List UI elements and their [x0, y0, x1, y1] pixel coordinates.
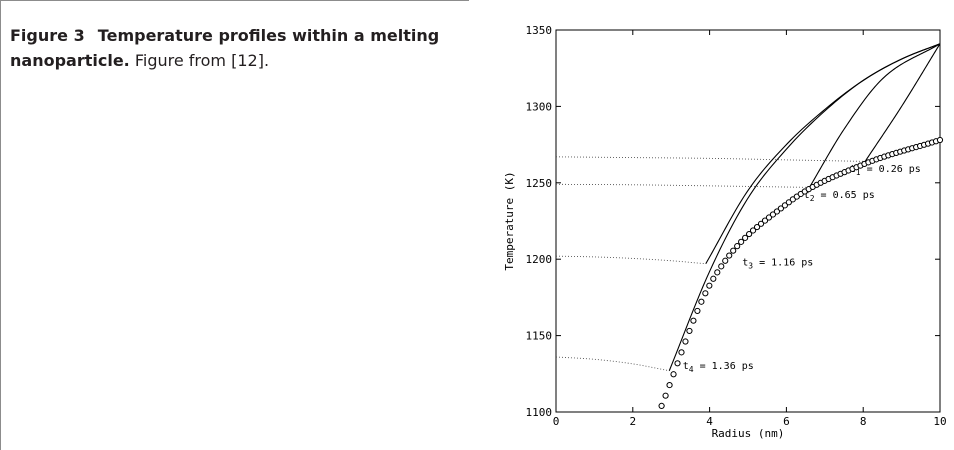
- interface-temperature-point: [698, 298, 705, 305]
- x-tick-label: 4: [706, 415, 713, 428]
- time-label-t2: t2 = 0.65 ps: [804, 190, 875, 203]
- x-tick-label: 0: [553, 415, 560, 428]
- interface-temperature-point: [682, 338, 689, 345]
- figure-title: Temperature profiles within a melting na…: [10, 26, 440, 70]
- interface-temperature-point: [678, 349, 685, 356]
- interface-temperature-point: [722, 257, 729, 264]
- y-tick-label: 1200: [526, 253, 553, 266]
- interface-temperature-point: [690, 317, 697, 324]
- interface-temperature-point: [726, 252, 733, 259]
- interface-temperature-point: [734, 243, 741, 250]
- interface-temperature-point: [936, 136, 944, 144]
- y-axis-label: Temperature (K): [503, 171, 516, 270]
- interface-temperature-point: [761, 217, 769, 224]
- liquid-temperature-line-t3: [555, 255, 706, 265]
- time-label-t3: t3 = 1.16 ps: [742, 257, 813, 270]
- interface-temperature-point: [666, 381, 673, 389]
- interface-temperature-point: [730, 247, 737, 254]
- liquid-temperature-line-t1: [555, 156, 866, 162]
- plot-frame: [555, 29, 941, 413]
- interface-temperature-point: [746, 230, 753, 238]
- interface-temperature-point: [686, 327, 693, 335]
- interface-temperature-point: [714, 269, 721, 276]
- interface-temperature-point: [662, 392, 669, 399]
- interface-temperature-point: [765, 214, 773, 221]
- interface-temperature-point: [710, 275, 717, 282]
- y-tick-label: 1250: [526, 177, 553, 190]
- liquid-temperature-line-t2: [555, 183, 810, 188]
- interface-temperature-point: [769, 211, 777, 218]
- interface-temperature-point: [718, 263, 725, 270]
- y-tick-label: 1300: [526, 100, 553, 113]
- solid-temperature-line-t3: [705, 43, 941, 265]
- interface-temperature-point: [742, 234, 749, 241]
- interface-temperature-point: [694, 307, 701, 315]
- figure-caption: Figure 3 Temperature profiles within a m…: [10, 23, 465, 73]
- interface-temperature-point: [670, 371, 677, 378]
- interface-temperature-point: [702, 290, 709, 297]
- interface-temperature-point: [674, 360, 681, 367]
- x-axis-label: Radius (nm): [712, 427, 785, 440]
- figure-source-note: Figure from [12].: [134, 51, 270, 70]
- interface-temperature-point: [757, 220, 765, 227]
- interface-temperature-point: [753, 223, 761, 231]
- interface-temperature-point: [658, 402, 665, 409]
- interface-temperature-point: [785, 199, 792, 206]
- time-label-t4: t4 = 1.36 ps: [683, 361, 754, 374]
- caption-panel: Figure 3 Temperature profiles within a m…: [0, 0, 469, 450]
- interface-temperature-point: [773, 208, 781, 215]
- x-tick-label: 10: [933, 415, 946, 428]
- solid-temperature-line-t1: [864, 43, 941, 162]
- figure-number: Figure 3: [10, 26, 85, 45]
- x-tick-label: 8: [860, 415, 867, 428]
- solid-temperature-line-t4: [668, 43, 941, 371]
- liquid-temperature-line-t4: [555, 356, 670, 372]
- x-tick-label: 2: [629, 415, 636, 428]
- interface-temperature-point: [749, 227, 757, 234]
- y-tick-label: 1150: [526, 330, 553, 343]
- interface-temperature-point: [777, 205, 785, 212]
- interface-temperature-point: [738, 238, 745, 245]
- interface-temperature-point: [781, 202, 788, 209]
- x-tick-label: 6: [783, 415, 790, 428]
- interface-temperature-point: [706, 282, 713, 289]
- y-tick-label: 1350: [526, 24, 553, 37]
- solid-temperature-line-t2: [808, 43, 941, 188]
- y-tick-label: 1100: [526, 406, 553, 419]
